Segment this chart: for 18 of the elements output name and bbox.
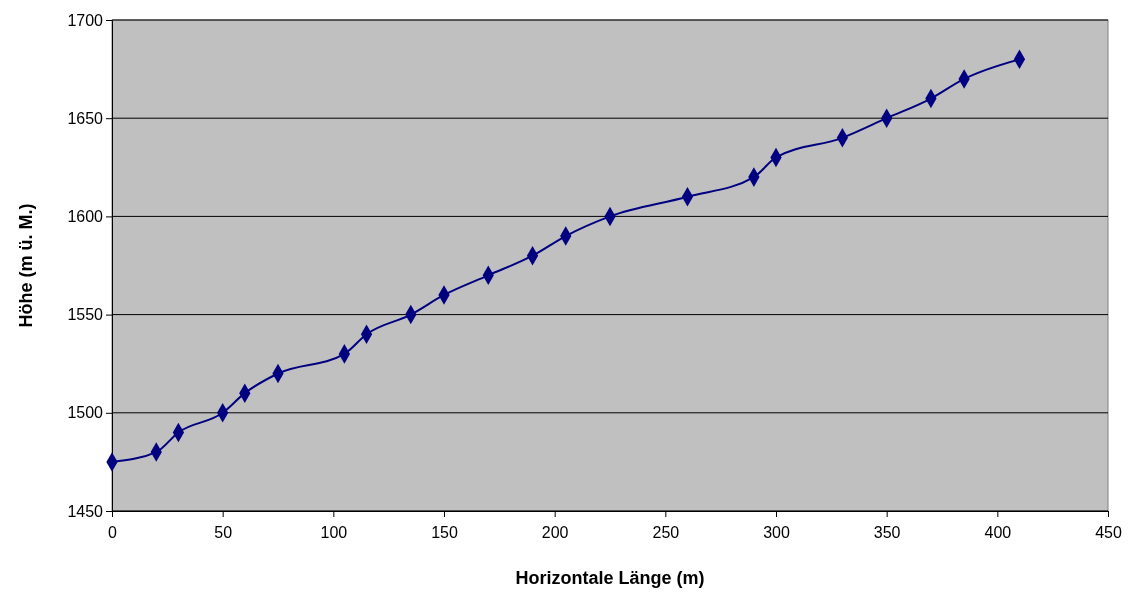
- x-tick-label: 250: [652, 523, 680, 541]
- y-tick-label: 1450: [67, 502, 104, 520]
- y-tick-label: 1500: [67, 404, 104, 422]
- x-tick-label: 300: [763, 523, 790, 541]
- y-tick-label: 1600: [67, 208, 104, 226]
- x-tick-label: 400: [984, 523, 1012, 541]
- x-tick-label: 350: [873, 523, 901, 541]
- x-tick-label: 450: [1095, 523, 1122, 541]
- x-tick-label: 0: [108, 523, 118, 541]
- x-tick-label: 150: [431, 523, 458, 541]
- x-tick-label: 100: [320, 523, 348, 541]
- y-tick-label: 1550: [67, 306, 104, 324]
- x-tick-label: 200: [541, 523, 569, 541]
- y-axis-title: Höhe (m ü. M.): [16, 203, 36, 328]
- x-tick-label: 50: [214, 523, 233, 541]
- y-tick-label: 1700: [67, 11, 104, 29]
- y-tick-label: 1650: [67, 109, 104, 127]
- x-axis-title: Horizontale Länge (m): [515, 568, 705, 588]
